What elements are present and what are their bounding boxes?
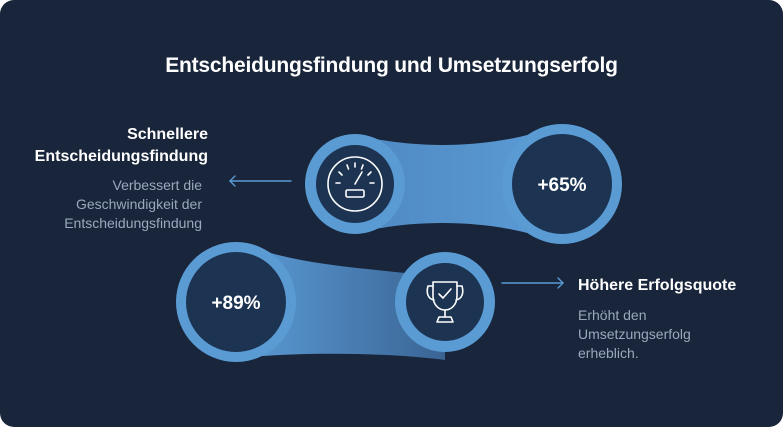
top-stat-node	[502, 124, 622, 244]
bottom-item-desc-line: Umsetzungserfolg	[578, 326, 691, 342]
bottom-icon-node	[395, 252, 495, 352]
top-item-heading-line2: Entscheidungsfindung	[34, 148, 208, 165]
top-item-description: Verbessert die Geschwindigkeit der Entsc…	[0, 176, 202, 233]
bottom-item-description: Erhöht den Umsetzungserfolg erheblich.	[578, 306, 778, 363]
arrow-left-icon	[229, 175, 292, 187]
top-item-desc-line: Verbessert die	[112, 177, 203, 193]
speedometer-icon	[335, 162, 375, 198]
bottom-bridge	[238, 242, 445, 360]
trophy-icon	[426, 281, 464, 323]
top-item-desc-line: Entscheidungsfindung	[64, 215, 202, 231]
top-item-heading: Schnellere Entscheidungsfindung	[0, 124, 208, 168]
top-bridge	[355, 124, 560, 244]
top-item-heading-line1: Schnellere	[127, 126, 208, 143]
top-item-desc-line: Geschwindigkeit der	[75, 196, 202, 212]
arrow-right-icon	[501, 277, 564, 289]
bottom-item-heading: Höhere Erfolgsquote	[578, 277, 737, 294]
diagram-title: Entscheidungsfindung und Umsetzungserfol…	[165, 54, 618, 77]
bottom-stat-node	[176, 242, 296, 362]
bottom-stat-value: +89%	[211, 293, 260, 314]
bottom-item-desc-line: Erhöht den	[578, 307, 647, 323]
top-stat-value: +65%	[537, 175, 586, 196]
bottom-item-desc-line: erheblich.	[578, 345, 639, 361]
